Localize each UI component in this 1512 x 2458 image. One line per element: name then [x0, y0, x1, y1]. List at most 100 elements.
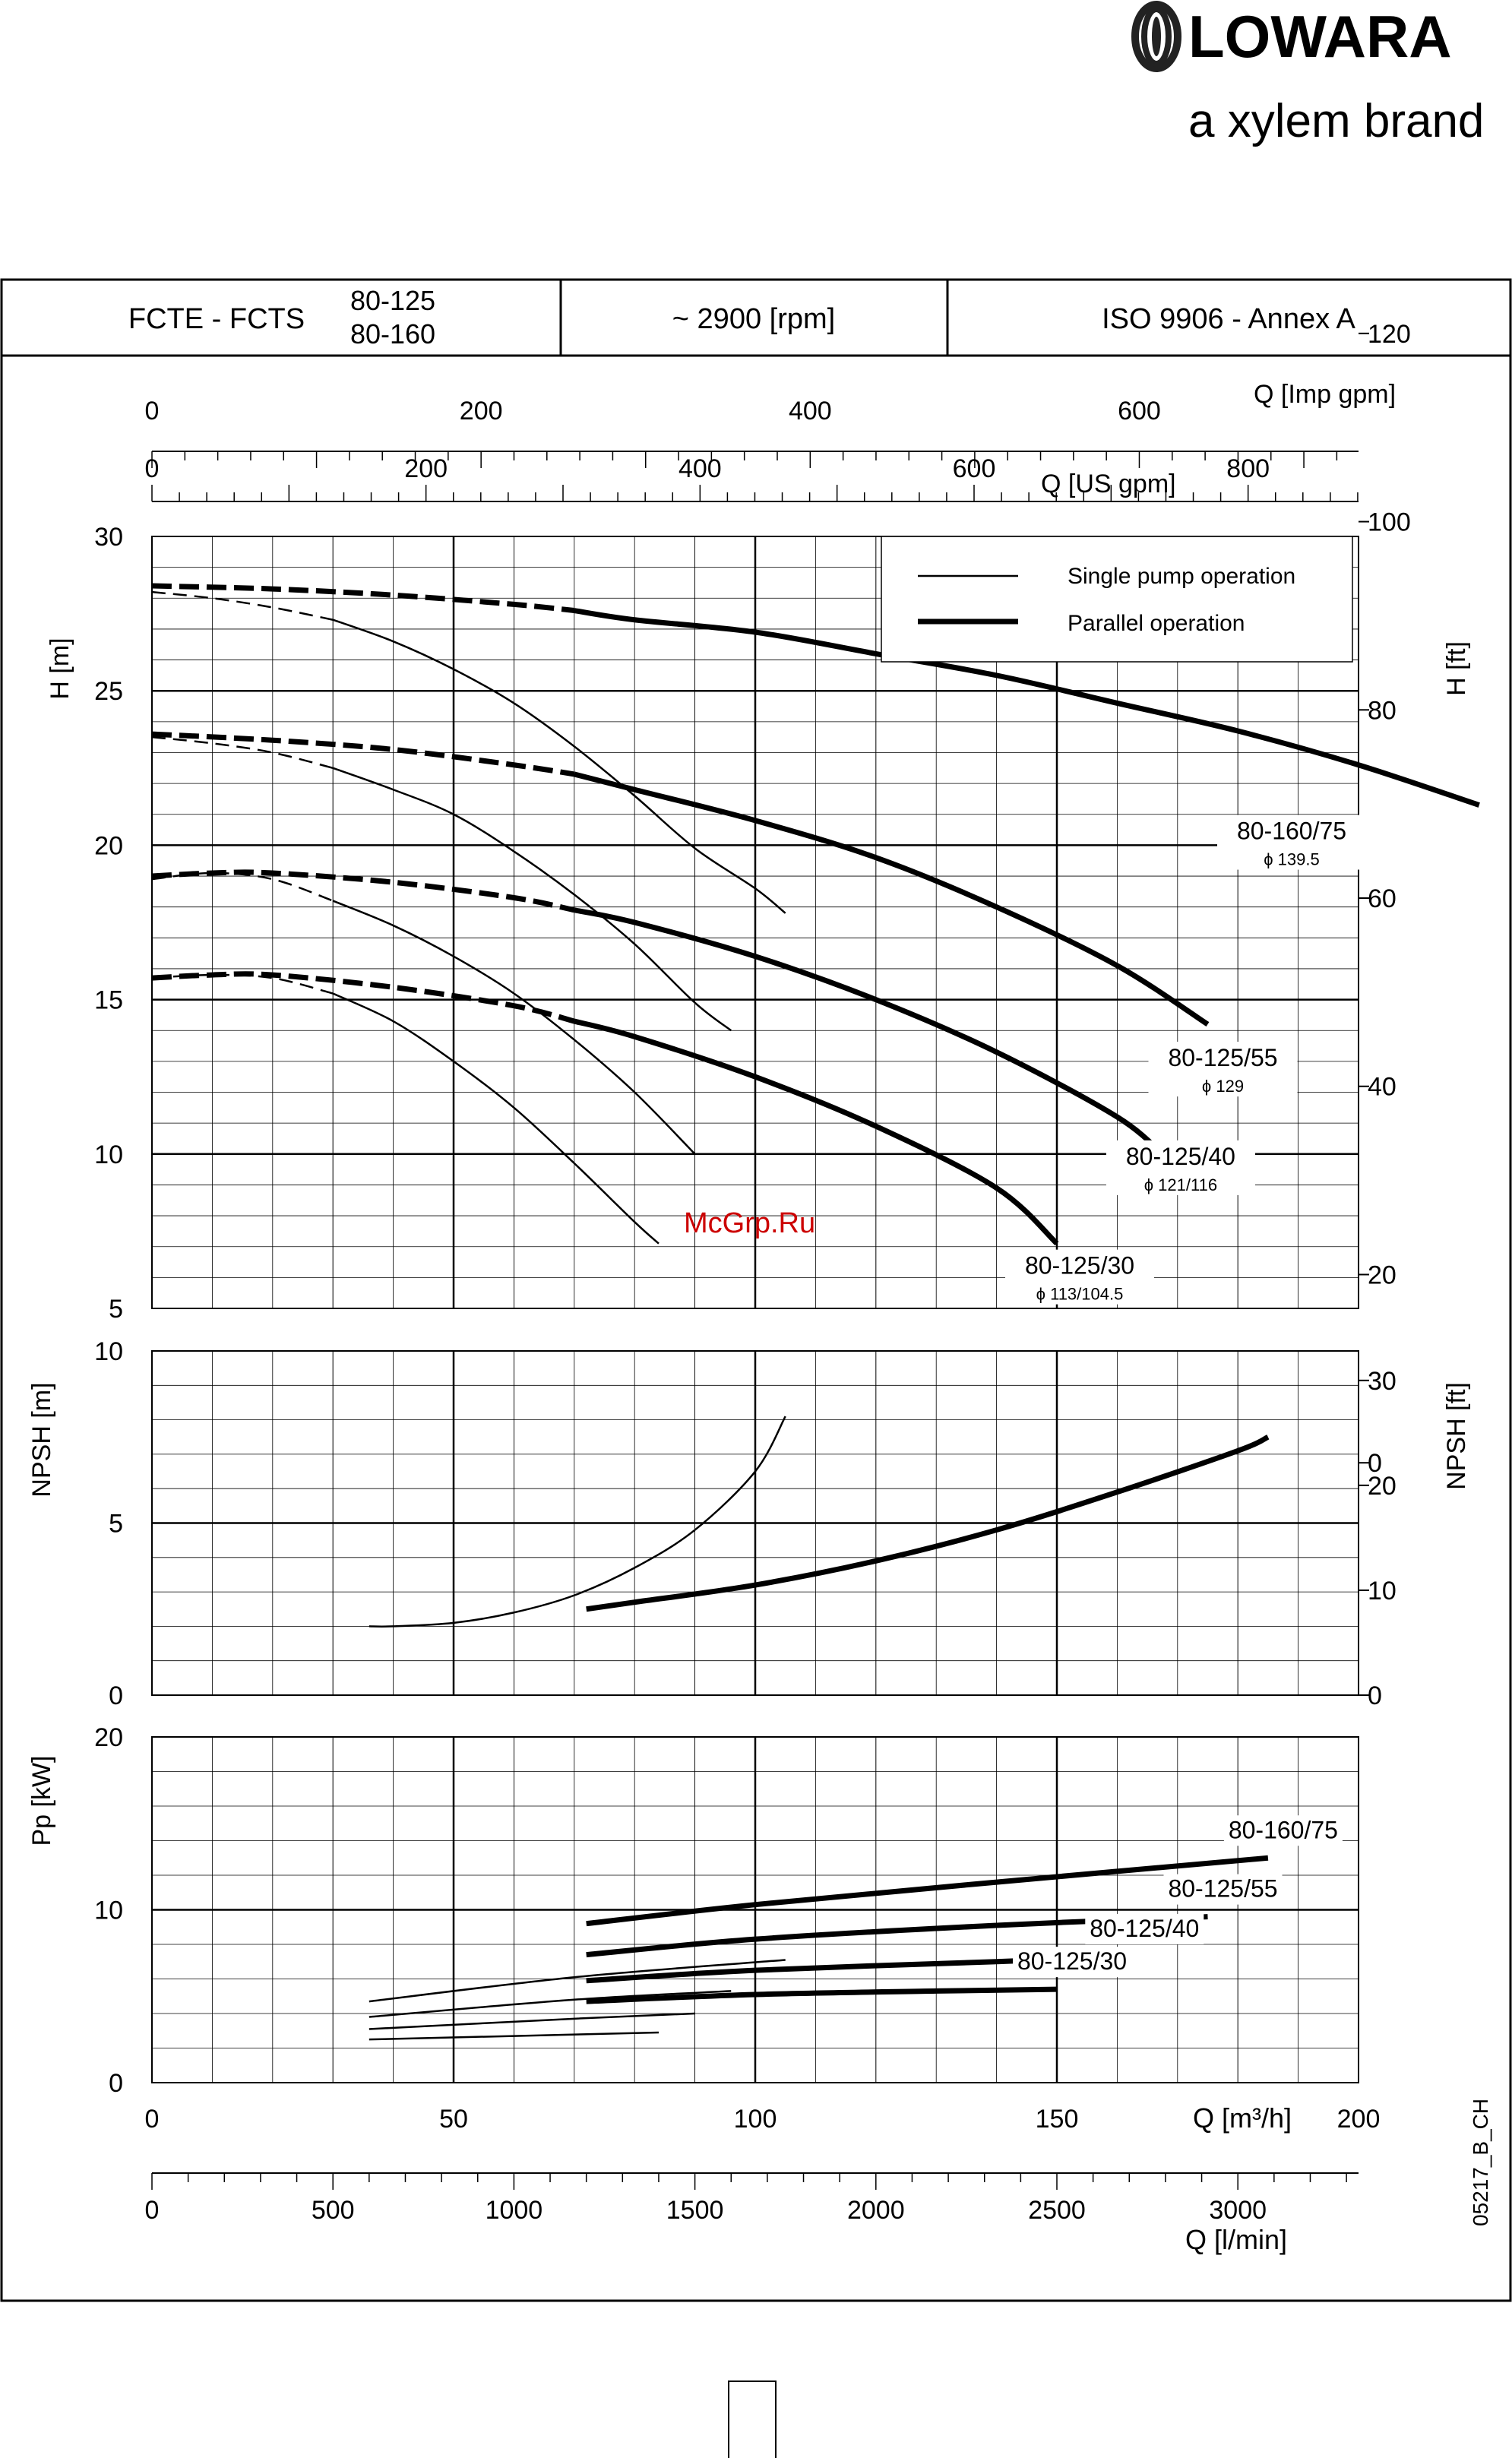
us-tick: 400 — [679, 454, 722, 483]
head-label-bg — [1106, 1140, 1255, 1195]
lmin-tick: 0 — [145, 2196, 160, 2225]
us-tick: 0 — [145, 454, 160, 483]
npsh-curve-parallel — [586, 1435, 1270, 1612]
watermark: McGrp.Ru — [684, 1207, 815, 1239]
head-label-bg — [1148, 1042, 1298, 1097]
head-y2-tick: 120 — [1368, 320, 1411, 349]
power-curve-label: 80-125/55 — [1168, 1875, 1277, 1903]
imp-tick: 200 — [460, 397, 503, 425]
us-tick: 800 — [1226, 454, 1270, 483]
head-y2-tick: 100 — [1368, 508, 1411, 537]
legend-box — [881, 536, 1353, 663]
power-y-tick: 20 — [94, 1723, 123, 1752]
header-standard: ISO 9906 - Annex A — [1102, 303, 1355, 335]
power-label-bg — [1013, 1947, 1131, 1978]
power-curve-label: 80-160/75 — [1229, 1816, 1338, 1843]
npsh-y2-tick: 30 — [1368, 1367, 1397, 1396]
npsh-curve-single — [369, 1416, 786, 1628]
power-label-bg — [1223, 1815, 1343, 1846]
bottom-lmin-label: Q [l/min] — [1185, 2224, 1287, 2255]
brand-logo: LOWARA a xylem brand — [1117, 0, 1512, 152]
lmin-tick: 3000 — [1209, 2196, 1267, 2225]
head-y-tick: 30 — [94, 523, 123, 552]
head-y-tick: 10 — [94, 1140, 123, 1169]
npsh-y2-label: NPSH [ft] — [1442, 1382, 1471, 1490]
head-label-bg — [1005, 1249, 1154, 1305]
head-curve-80-125-40-single-solid — [332, 900, 696, 1155]
head-curve-label: 80-125/40 — [1126, 1143, 1235, 1170]
npsh-y-label: NPSH [m] — [27, 1382, 56, 1497]
head-curve-diameter: ϕ 113/104.5 — [1036, 1285, 1124, 1304]
lmin-tick: 1000 — [486, 2196, 543, 2225]
curve-labels: 80-160/75 ϕ 139.5 80-125/55 ϕ 129 80-125/40 ϕ… — [1005, 815, 1366, 1978]
power-curve-80-125-30-single — [369, 2031, 659, 2041]
lmin-tick: 500 — [312, 2196, 355, 2225]
power-curve-80-125-30-parallel — [586, 1986, 1058, 2004]
power-curve-80-160-75-parallel — [586, 1855, 1269, 1927]
us-tick: 600 — [953, 454, 996, 483]
head-curve-label: 80-125/55 — [1168, 1044, 1277, 1071]
lmin-tick: 2500 — [1028, 2196, 1086, 2225]
x-m3h-tick: 0 — [145, 2105, 160, 2134]
header-models-1: 80-125 — [350, 285, 435, 316]
legend-single: Single pump operation — [1068, 564, 1295, 589]
power-y-label: Pp [kW] — [27, 1755, 56, 1846]
us-tick: 200 — [404, 454, 448, 483]
top-us-axis-label: Q [US gpm] — [1041, 470, 1176, 498]
power-curve-80-125-40-single — [369, 2012, 695, 2030]
power-y-tick: 0 — [109, 2069, 123, 2098]
x-m3h-tick: 200 — [1337, 2105, 1381, 2134]
npsh-y2-tick: 0 — [1368, 1681, 1382, 1710]
head-curve-80-125-55-parallel-dashed — [151, 731, 575, 777]
head-curve-80-125-55-parallel-solid — [573, 771, 1210, 1027]
head-curve-80-125-55-single-dashed — [151, 736, 334, 770]
power-curve-label: 80-125/30 — [1017, 1947, 1127, 1975]
head-y2-tick: 60 — [1368, 884, 1397, 913]
power-curve-80-125-55-single — [369, 1990, 732, 2018]
axes: 5101520253005100102002040608010012001020… — [94, 320, 1411, 2225]
npsh-y-tick: 5 — [109, 1510, 123, 1539]
head-y-tick: 5 — [109, 1295, 123, 1324]
head-y-tick: 25 — [94, 677, 123, 706]
curves — [151, 583, 1480, 2041]
npsh-y-tick: 0 — [109, 1681, 123, 1710]
header-models-2: 80-160 — [350, 318, 435, 350]
head-curve-label: 80-160/75 — [1237, 818, 1346, 845]
head-y2-tick: 0 — [1368, 1449, 1382, 1478]
imp-tick: 600 — [1118, 397, 1161, 425]
power-y-tick: 10 — [94, 1896, 123, 1925]
legend: Single pump operation Parallel operation — [881, 536, 1353, 663]
imp-tick: 400 — [789, 397, 832, 425]
header-speed: ~ 2900 [rpm] — [672, 303, 835, 335]
head-label-bg — [1217, 815, 1366, 870]
head-curve-80-160-75-single-dashed — [151, 590, 334, 621]
head-y2-tick: 40 — [1368, 1073, 1397, 1102]
power-label-bg — [1085, 1913, 1204, 1944]
power-curve-label: 80-125/40 — [1090, 1915, 1199, 1942]
x-m3h-tick: 100 — [734, 2105, 777, 2134]
head-curve-80-160-75-single-solid — [332, 618, 786, 914]
npsh-y2-tick: 20 — [1368, 1472, 1397, 1501]
head-curve-80-160-75-parallel-solid — [574, 608, 1480, 808]
head-y2-label: H [ft] — [1442, 641, 1471, 696]
power-curve-80-160-75-single — [369, 1959, 786, 2003]
head-y-tick: 20 — [94, 831, 123, 860]
head-curve-diameter: ϕ 139.5 — [1264, 850, 1320, 869]
header-series: FCTE - FCTS — [128, 303, 305, 335]
x-m3h-tick: 50 — [439, 2105, 468, 2134]
head-curve-80-125-40-parallel-solid — [574, 907, 1168, 1159]
brand-name: LOWARA — [1188, 3, 1452, 70]
head-y-tick: 15 — [94, 986, 123, 1015]
head-curve-80-125-40-parallel-dashed — [151, 869, 575, 913]
legend-parallel: Parallel operation — [1068, 611, 1245, 636]
drawing-code: 05217_B_CH — [1469, 2099, 1492, 2226]
head-curve-diameter: ϕ 121/116 — [1144, 1175, 1217, 1194]
head-y2-tick: 80 — [1368, 696, 1397, 725]
x-m3h-tick: 150 — [1036, 2105, 1079, 2134]
head-curve-80-125-30-single-solid — [332, 992, 660, 1245]
bottom-m3h-label: Q [m³/h] — [1193, 2102, 1292, 2134]
head-curve-80-125-30-parallel-solid — [573, 1018, 1059, 1246]
head-y2-tick: 20 — [1368, 1261, 1397, 1289]
power-label-bg — [1163, 1874, 1283, 1905]
